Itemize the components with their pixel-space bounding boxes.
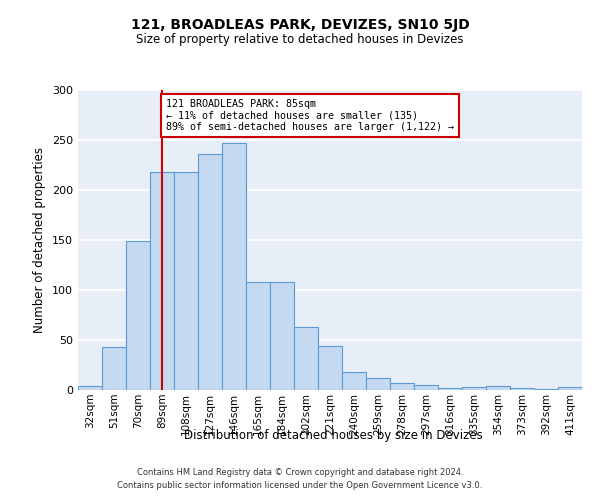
Bar	[486, 386, 510, 390]
Text: 121 BROADLEAS PARK: 85sqm
← 11% of detached houses are smaller (135)
89% of semi: 121 BROADLEAS PARK: 85sqm ← 11% of detac…	[166, 99, 454, 132]
Bar	[270, 282, 294, 390]
Y-axis label: Number of detached properties: Number of detached properties	[34, 147, 46, 333]
Bar	[294, 327, 318, 390]
Text: Contains public sector information licensed under the Open Government Licence v3: Contains public sector information licen…	[118, 480, 482, 490]
Bar	[366, 378, 390, 390]
Bar	[558, 387, 582, 390]
Bar	[102, 347, 126, 390]
Bar	[222, 143, 246, 390]
Text: Size of property relative to detached houses in Devizes: Size of property relative to detached ho…	[136, 32, 464, 46]
Bar	[78, 386, 102, 390]
Bar	[246, 282, 270, 390]
Bar	[126, 241, 150, 390]
Bar	[390, 383, 414, 390]
Bar	[438, 388, 462, 390]
Bar	[174, 172, 198, 390]
Bar	[510, 388, 534, 390]
Text: Contains HM Land Registry data © Crown copyright and database right 2024.: Contains HM Land Registry data © Crown c…	[137, 468, 463, 477]
Bar	[414, 385, 438, 390]
Bar	[342, 372, 366, 390]
Bar	[462, 387, 486, 390]
Bar	[534, 389, 558, 390]
Bar	[150, 172, 174, 390]
Bar	[198, 154, 222, 390]
Text: Distribution of detached houses by size in Devizes: Distribution of detached houses by size …	[184, 428, 482, 442]
Bar	[318, 346, 342, 390]
Text: 121, BROADLEAS PARK, DEVIZES, SN10 5JD: 121, BROADLEAS PARK, DEVIZES, SN10 5JD	[131, 18, 469, 32]
